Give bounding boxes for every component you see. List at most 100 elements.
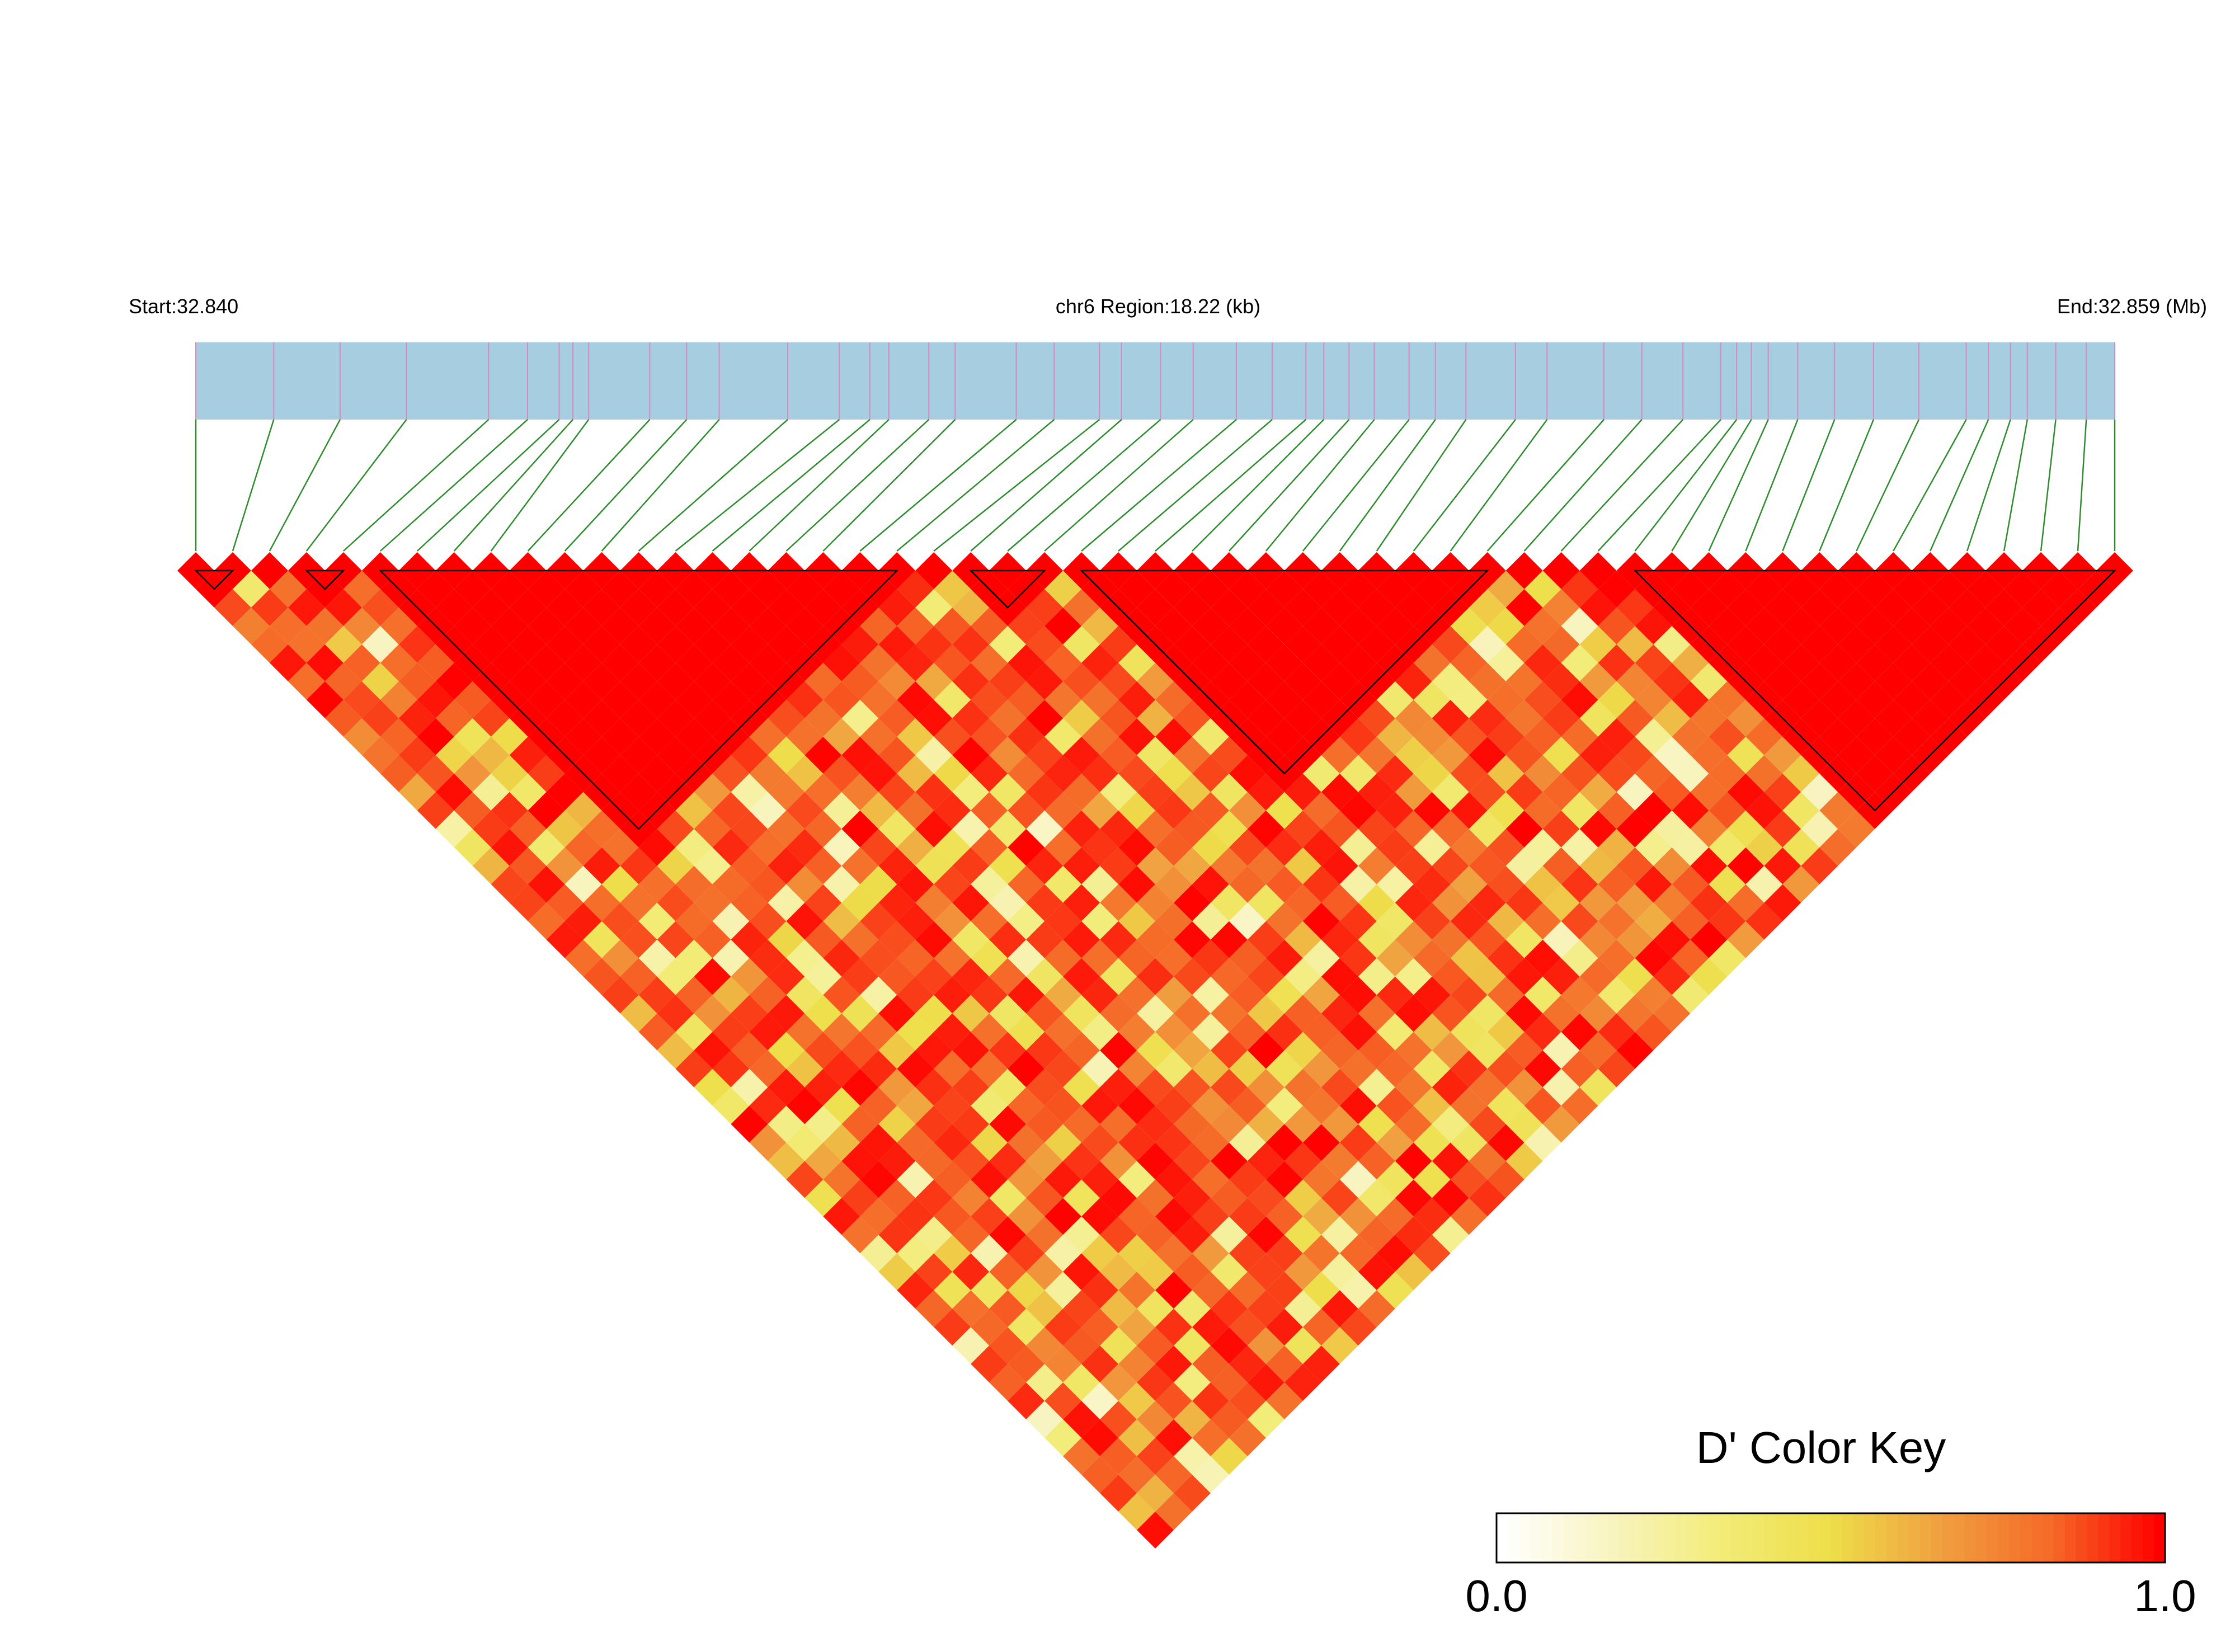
ld-cell xyxy=(1155,829,1192,866)
ld-cell xyxy=(1137,589,1174,626)
haplotype-block xyxy=(1080,570,1489,775)
ld-cell xyxy=(1838,589,1875,626)
ld-cell xyxy=(1616,921,1654,958)
ld-cell xyxy=(1063,736,1100,774)
ld-cell xyxy=(878,1179,916,1217)
color-key-swatch xyxy=(1875,1513,1888,1562)
color-key-max-label: 1.0 xyxy=(2134,1571,2196,1621)
ld-cell xyxy=(1210,1290,1248,1328)
ld-cell xyxy=(1192,1050,1229,1088)
ld-cell xyxy=(1709,829,1746,866)
ld-cell xyxy=(1155,1198,1192,1235)
ld-cell xyxy=(1026,589,1064,626)
ld-cell xyxy=(1376,829,1414,866)
ld-cell xyxy=(1339,607,1377,644)
ld-cell xyxy=(749,1013,787,1051)
color-key-swatch xyxy=(1663,1513,1676,1562)
ld-cell xyxy=(1745,571,1783,608)
ld-cell xyxy=(1432,958,1469,995)
color-key-swatch xyxy=(1775,1513,1787,1562)
ld-cell xyxy=(1616,736,1654,774)
ld-cell xyxy=(1265,1013,1303,1051)
ld-cell xyxy=(491,571,528,608)
ld-cell xyxy=(1450,681,1488,718)
ld-cell xyxy=(749,865,787,903)
ld-cell xyxy=(1155,718,1192,755)
ld-cell xyxy=(786,755,824,792)
ld-cell xyxy=(1469,1069,1506,1106)
ld-cell xyxy=(1063,1290,1100,1328)
ld-cell xyxy=(1063,1142,1100,1180)
ld-cell xyxy=(1395,958,1432,995)
ld-cell xyxy=(749,607,787,644)
ld-cell xyxy=(675,902,713,940)
ld-cell xyxy=(1137,921,1174,958)
ld-cell xyxy=(1469,625,1506,663)
ld-cell xyxy=(1745,755,1783,792)
ld-cell xyxy=(1579,921,1617,958)
ld-cell xyxy=(1210,736,1248,774)
ld-cell xyxy=(1745,865,1783,903)
snp-connector xyxy=(1339,419,1436,552)
ld-cell xyxy=(1339,1050,1377,1088)
color-key-swatch xyxy=(1964,1513,1977,1562)
ld-cell xyxy=(823,1087,860,1124)
ld-cell xyxy=(1930,571,1968,608)
ld-cell xyxy=(509,736,547,774)
color-key-swatch xyxy=(1585,1513,1598,1562)
color-key-swatch xyxy=(1975,1513,1988,1562)
ld-cell xyxy=(509,847,547,884)
color-key-swatch xyxy=(1641,1513,1653,1562)
ld-cell xyxy=(675,607,713,644)
ld-cell xyxy=(1598,607,1635,644)
ld-cell xyxy=(435,810,473,848)
ld-cell xyxy=(1229,681,1266,718)
ld-cell xyxy=(1561,571,1598,608)
color-key-swatch xyxy=(2009,1513,2021,1562)
ld-cell xyxy=(749,939,787,977)
ld-cell xyxy=(1339,902,1377,940)
ld-cell xyxy=(675,718,713,755)
ld-cell xyxy=(1376,1235,1414,1272)
ld-cell xyxy=(1432,736,1469,774)
ld-cell xyxy=(1210,1105,1248,1143)
ld-cell xyxy=(361,699,399,737)
ld-cell xyxy=(1026,1069,1064,1106)
ld-cell xyxy=(1339,718,1377,755)
ld-cell xyxy=(1524,1087,1561,1124)
ld-cell xyxy=(472,810,510,848)
ld-cell xyxy=(269,571,307,608)
ld-cell xyxy=(1579,1032,1617,1069)
ld-cell xyxy=(1100,1142,1137,1180)
ld-cell xyxy=(1690,847,1728,884)
ld-cell xyxy=(1598,644,1635,681)
ld-cell xyxy=(749,976,787,1014)
ld-cell xyxy=(860,1087,897,1124)
ld-cell xyxy=(454,718,491,755)
color-key-swatch xyxy=(1652,1513,1664,1562)
ld-cell xyxy=(1616,625,1654,663)
ld-cell xyxy=(1229,1124,1266,1161)
ld-cell xyxy=(1063,1105,1100,1143)
ld-cell xyxy=(1690,810,1728,848)
ld-cell xyxy=(1229,1087,1266,1124)
ld-cell xyxy=(1598,1013,1635,1051)
ld-cell xyxy=(1081,1272,1119,1309)
ld-cell xyxy=(934,1198,971,1235)
ld-cell xyxy=(712,1087,750,1124)
ld-cell xyxy=(1542,995,1580,1032)
ld-cell xyxy=(1524,718,1561,755)
ld-cell xyxy=(749,1124,787,1161)
ld-cell xyxy=(952,699,990,737)
ld-cell xyxy=(1930,681,1968,718)
ld-cell xyxy=(1137,1032,1174,1069)
ld-cell xyxy=(989,1069,1027,1106)
ld-cell xyxy=(1339,1309,1377,1346)
ld-cell xyxy=(1339,1272,1377,1309)
ld-cell xyxy=(1100,1105,1137,1143)
ld-cell xyxy=(1284,1216,1321,1254)
ld-cell xyxy=(1155,902,1192,940)
ld-cell xyxy=(1505,995,1543,1032)
ld-cell xyxy=(1782,644,1820,681)
